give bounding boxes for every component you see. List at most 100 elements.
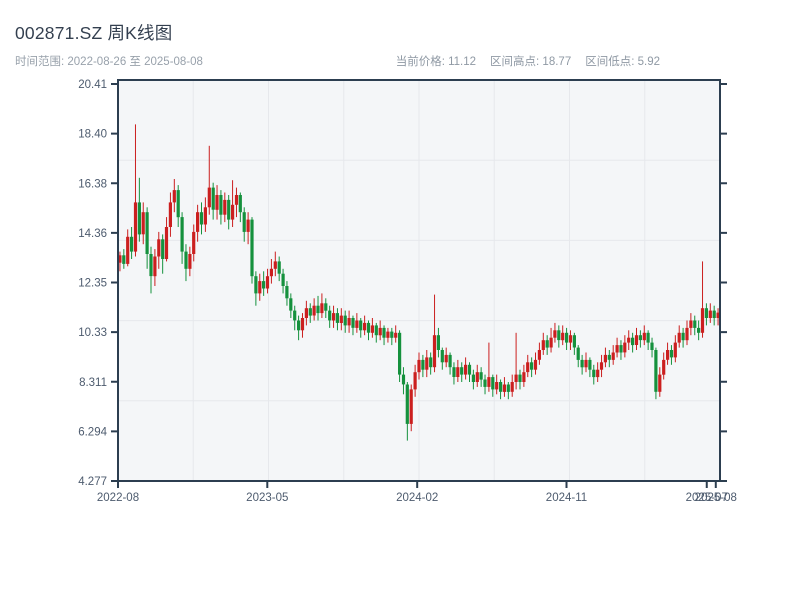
candle [568, 330, 573, 350]
candle [627, 330, 631, 350]
stat-range-high: 区间高点: 18.77 [490, 56, 572, 68]
stat-range-low: 区间低点: 5.92 [585, 56, 660, 68]
candle [324, 298, 328, 318]
candle [467, 362, 472, 382]
candle [716, 308, 720, 326]
candle [281, 268, 285, 294]
candle [537, 342, 541, 365]
candle [164, 217, 169, 262]
candle [658, 367, 662, 397]
candle [246, 212, 250, 245]
candle [557, 325, 561, 348]
y-tick-label: 16.38 [78, 178, 107, 190]
candle [262, 271, 266, 296]
candle [335, 308, 339, 331]
y-tick-label: 4.277 [78, 476, 107, 488]
candle [576, 345, 580, 368]
x-tick-label: 2024-02 [396, 492, 438, 504]
candle [654, 347, 658, 400]
y-tick-label: 8.311 [79, 377, 107, 389]
candle [580, 354, 584, 375]
candle [386, 327, 390, 343]
candle [265, 268, 270, 294]
candle [126, 229, 130, 267]
candle [161, 234, 165, 274]
candle [118, 251, 122, 272]
candle [634, 327, 639, 350]
candle [530, 357, 534, 378]
candle [285, 281, 289, 306]
candle [145, 207, 149, 269]
candle [304, 300, 308, 326]
candle [561, 325, 565, 346]
candle [417, 352, 421, 380]
candle [328, 305, 332, 328]
candle [549, 327, 553, 353]
candle [293, 305, 297, 331]
candle [168, 192, 172, 237]
candle [499, 379, 503, 400]
price-stats: 当前价格: 11.12 区间高点: 18.77 区间低点: 5.92 [396, 53, 660, 69]
candle [666, 342, 670, 365]
candle [662, 352, 666, 380]
candle [510, 374, 514, 397]
candle [339, 308, 343, 331]
candle [646, 330, 650, 350]
candle [436, 327, 440, 358]
candle [638, 330, 642, 348]
candle [250, 217, 254, 284]
candle [631, 332, 635, 353]
candle [584, 352, 588, 373]
y-tick-label: 10.33 [78, 327, 107, 339]
candle [495, 374, 499, 395]
x-tick-label: 2024-11 [546, 492, 587, 504]
candle [343, 310, 347, 333]
candle [545, 335, 549, 355]
candle [300, 313, 305, 338]
candle [669, 345, 674, 365]
candle [464, 357, 468, 380]
candle [502, 377, 506, 397]
candle [514, 332, 518, 390]
candle [211, 182, 215, 220]
candle [565, 327, 569, 350]
candle [479, 367, 483, 387]
candle [607, 350, 611, 368]
x-tick-label: 2023-05 [246, 492, 288, 504]
candle [199, 202, 204, 235]
candle [196, 204, 200, 242]
candle [596, 362, 600, 382]
candle [273, 251, 277, 277]
candle [308, 303, 312, 323]
candle [378, 320, 382, 341]
candle [452, 362, 456, 385]
candle [223, 192, 227, 223]
candle [475, 364, 479, 387]
candle [238, 192, 242, 223]
candle [518, 369, 522, 390]
candle [359, 318, 363, 338]
candle [588, 357, 592, 378]
candle [429, 352, 433, 375]
candle [366, 320, 371, 341]
y-tick-label: 14.36 [78, 228, 107, 240]
candle [215, 185, 219, 220]
candle [363, 315, 367, 336]
x-tick-label: 2025-08 [695, 492, 737, 504]
candle [254, 271, 258, 306]
candle [681, 327, 685, 348]
candle [180, 212, 184, 264]
candle [192, 224, 196, 262]
candle [382, 325, 386, 346]
candle [611, 345, 615, 365]
candle [553, 322, 557, 343]
y-tick-label: 20.41 [78, 79, 107, 91]
y-tick-label: 18.40 [78, 129, 107, 141]
candle [355, 313, 359, 333]
candle [347, 310, 351, 333]
y-tick-label: 6.294 [78, 426, 107, 438]
candle [623, 335, 627, 358]
candle [506, 382, 510, 400]
